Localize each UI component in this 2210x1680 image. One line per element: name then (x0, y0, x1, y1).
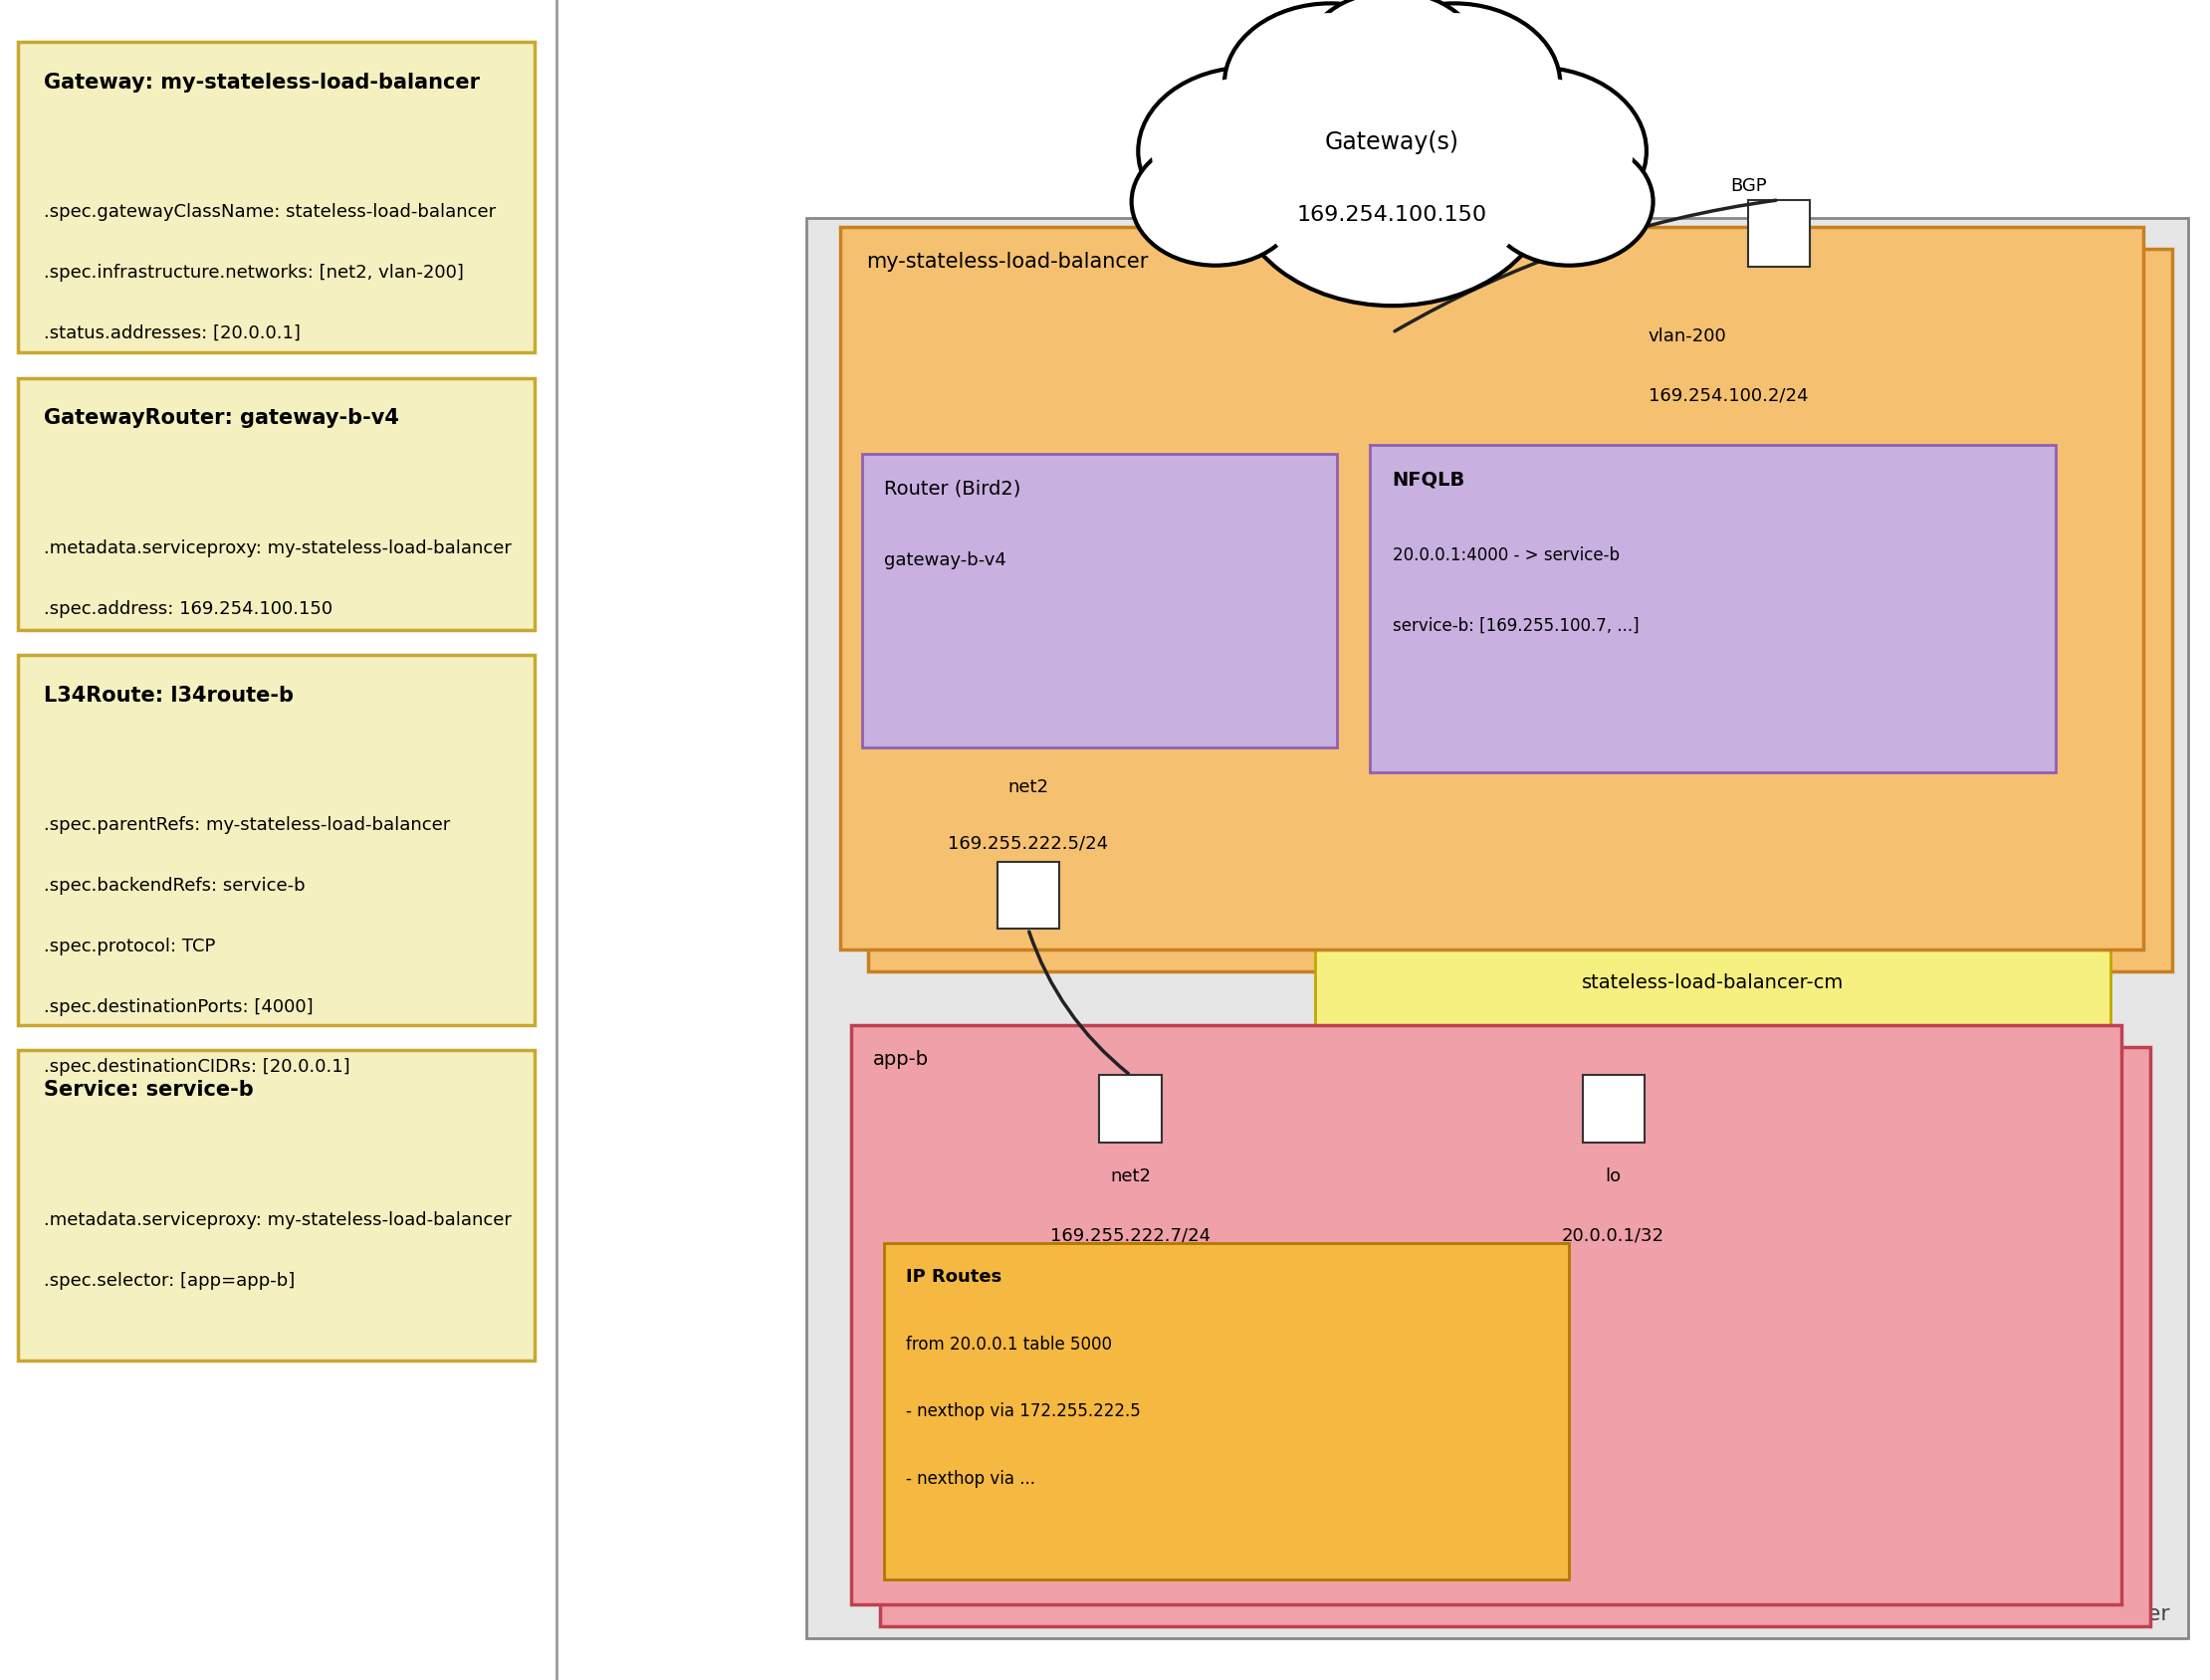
Bar (18, 1050, 535, 1361)
Text: .spec.address: 169.254.100.150: .spec.address: 169.254.100.150 (44, 600, 334, 618)
Text: service-b: [169.255.100.7, ...]: service-b: [169.255.100.7, ...] (1392, 617, 1640, 635)
Bar (851, 1025, 2122, 1604)
Circle shape (1143, 146, 1288, 257)
Text: Service: service-b: Service: service-b (44, 1080, 254, 1100)
Bar (840, 227, 2144, 949)
Text: Gateway(s): Gateway(s) (1326, 131, 1459, 155)
Bar (869, 249, 2172, 971)
Text: 169.255.222.7/24: 169.255.222.7/24 (1050, 1226, 1211, 1245)
Bar (1582, 1075, 1644, 1142)
Text: gateway-b-v4: gateway-b-v4 (884, 551, 1006, 570)
Text: .metadata.serviceproxy: my-stateless-load-balancer: .metadata.serviceproxy: my-stateless-loa… (44, 1211, 513, 1230)
Bar (1370, 445, 2055, 773)
Text: NFQLB: NFQLB (1392, 470, 1465, 489)
Text: Router (Bird2): Router (Bird2) (884, 479, 1021, 497)
Bar (18, 42, 535, 353)
Text: 169.254.100.2/24: 169.254.100.2/24 (1649, 386, 1808, 405)
Circle shape (1348, 3, 1560, 165)
Circle shape (1361, 13, 1547, 155)
Text: vlan-200: vlan-200 (1649, 328, 1726, 346)
Text: .spec.selector: [app=app-b]: .spec.selector: [app=app-b] (44, 1272, 296, 1290)
Text: - nexthop via 172.255.222.5: - nexthop via 172.255.222.5 (906, 1403, 1140, 1421)
Text: .spec.destinationPorts: [4000]: .spec.destinationPorts: [4000] (44, 998, 314, 1016)
Circle shape (1238, 13, 1423, 155)
Bar (862, 454, 1337, 748)
Circle shape (1224, 3, 1436, 165)
Text: .spec.gatewayClassName: stateless-load-balancer: .spec.gatewayClassName: stateless-load-b… (44, 203, 497, 222)
Bar (1315, 924, 2111, 1042)
Text: net2: net2 (1109, 1168, 1151, 1186)
Text: from 20.0.0.1 table 5000: from 20.0.0.1 table 5000 (906, 1336, 1112, 1354)
Circle shape (1138, 67, 1359, 235)
Text: 169.254.100.150: 169.254.100.150 (1297, 205, 1487, 225)
Text: .spec.protocol: TCP: .spec.protocol: TCP (44, 937, 217, 956)
Bar (880, 1047, 2150, 1626)
Text: IP Routes: IP Routes (906, 1268, 1001, 1287)
Bar (18, 378, 535, 630)
Text: .status.addresses: [20.0.0.1]: .status.addresses: [20.0.0.1] (44, 324, 301, 343)
Bar (997, 862, 1059, 929)
Circle shape (1485, 138, 1653, 265)
Text: 20.0.0.1:4000 - > service-b: 20.0.0.1:4000 - > service-b (1392, 546, 1620, 564)
Text: .spec.destinationCIDRs: [20.0.0.1]: .spec.destinationCIDRs: [20.0.0.1] (44, 1058, 351, 1077)
Text: .metadata.serviceproxy: my-stateless-load-balancer: .metadata.serviceproxy: my-stateless-loa… (44, 539, 513, 558)
Circle shape (1132, 138, 1299, 265)
Circle shape (1315, 0, 1470, 118)
Text: stateless-load-balancer-cm: stateless-load-balancer-cm (1582, 973, 1843, 993)
Text: .spec.infrastructure.networks: [net2, vlan-200]: .spec.infrastructure.networks: [net2, vl… (44, 264, 464, 282)
Bar (1748, 200, 1810, 267)
Text: 20.0.0.1/32: 20.0.0.1/32 (1562, 1226, 1664, 1245)
Bar (807, 218, 2188, 1638)
Bar (18, 655, 535, 1025)
Circle shape (1233, 64, 1551, 306)
Text: app-b: app-b (873, 1050, 928, 1068)
Text: lo: lo (1604, 1168, 1622, 1186)
Text: - nexthop via ...: - nexthop via ... (906, 1470, 1036, 1488)
Text: Gateway: my-stateless-load-balancer: Gateway: my-stateless-load-balancer (44, 72, 480, 92)
Circle shape (1439, 77, 1633, 225)
Bar (1101, 1075, 1162, 1142)
Text: GatewayRouter: gateway-b-v4: GatewayRouter: gateway-b-v4 (44, 408, 400, 428)
Text: .spec.parentRefs: my-stateless-load-balancer: .spec.parentRefs: my-stateless-load-bala… (44, 816, 451, 835)
Text: L34Route: l34route-b: L34Route: l34route-b (44, 685, 294, 706)
Text: K8s Cluster: K8s Cluster (2044, 1604, 2170, 1625)
Text: net2: net2 (1008, 778, 1048, 796)
Circle shape (1304, 0, 1481, 126)
Circle shape (1425, 67, 1646, 235)
Circle shape (1151, 77, 1346, 225)
Text: 169.255.222.5/24: 169.255.222.5/24 (948, 835, 1109, 853)
Bar (884, 1243, 1569, 1579)
Circle shape (1496, 146, 1642, 257)
Text: my-stateless-load-balancer: my-stateless-load-balancer (866, 252, 1149, 272)
Circle shape (1253, 79, 1532, 291)
Text: .spec.backendRefs: service-b: .spec.backendRefs: service-b (44, 877, 305, 895)
Text: BGP: BGP (1730, 176, 1766, 195)
